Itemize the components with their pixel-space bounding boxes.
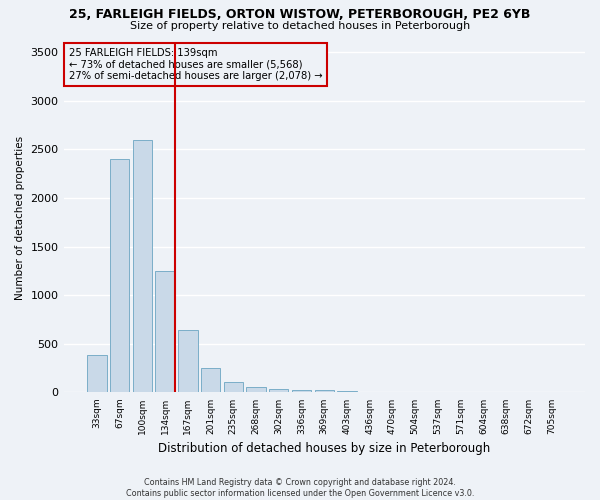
Bar <box>155 271 175 392</box>
Bar <box>201 368 220 392</box>
Bar <box>87 356 107 393</box>
Bar <box>133 140 152 392</box>
Y-axis label: Number of detached properties: Number of detached properties <box>15 136 25 300</box>
Text: 25 FARLEIGH FIELDS: 139sqm
← 73% of detached houses are smaller (5,568)
27% of s: 25 FARLEIGH FIELDS: 139sqm ← 73% of deta… <box>69 48 322 81</box>
Bar <box>337 391 356 392</box>
Bar <box>247 387 266 392</box>
Text: 25, FARLEIGH FIELDS, ORTON WISTOW, PETERBOROUGH, PE2 6YB: 25, FARLEIGH FIELDS, ORTON WISTOW, PETER… <box>70 8 530 20</box>
X-axis label: Distribution of detached houses by size in Peterborough: Distribution of detached houses by size … <box>158 442 490 455</box>
Text: Contains HM Land Registry data © Crown copyright and database right 2024.
Contai: Contains HM Land Registry data © Crown c… <box>126 478 474 498</box>
Bar <box>178 330 197 392</box>
Bar <box>292 390 311 392</box>
Text: Size of property relative to detached houses in Peterborough: Size of property relative to detached ho… <box>130 21 470 31</box>
Bar <box>110 159 130 392</box>
Bar <box>224 382 243 392</box>
Bar <box>314 390 334 392</box>
Bar <box>269 388 289 392</box>
